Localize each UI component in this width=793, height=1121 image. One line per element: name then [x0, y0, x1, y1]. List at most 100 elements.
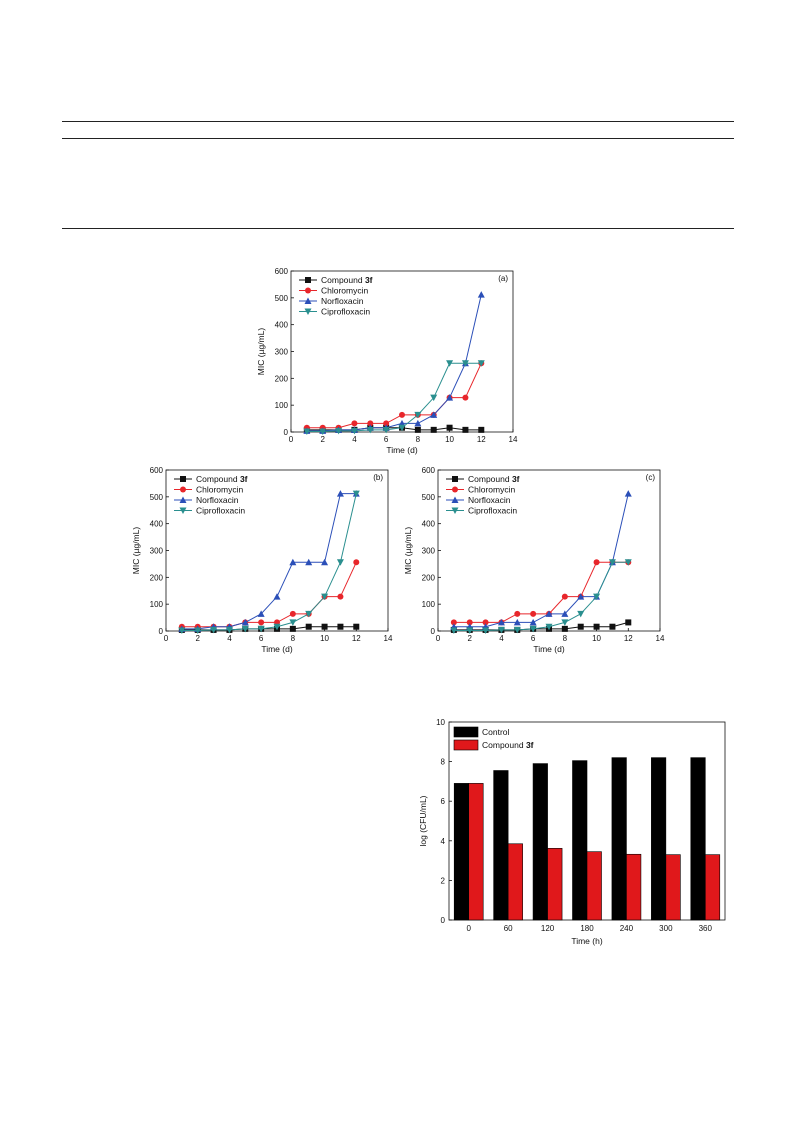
data-point	[353, 559, 360, 566]
x-axis-label: Time (d)	[261, 644, 292, 654]
legend-swatch	[453, 726, 479, 738]
data-point	[545, 623, 553, 631]
bar	[532, 763, 548, 921]
cfu-bar-chart: 0 2 4 6 8 10 0 60 120 180 240 300 360 Time (h) log (CF…	[418, 718, 726, 946]
legend-marker	[180, 486, 186, 493]
data-point	[194, 627, 202, 634]
data-point	[497, 618, 505, 626]
y-tick-label: 100	[150, 600, 164, 609]
legend-label: Control	[482, 727, 510, 737]
legend-label: Ciprofloxacin	[468, 506, 517, 516]
y-axis-label: MIC (µg/mL)	[131, 527, 141, 575]
x-tick-label: 0	[436, 634, 441, 643]
legend-swatch	[453, 739, 479, 751]
data-point	[529, 625, 537, 633]
series-ciprofloxacin	[178, 490, 360, 634]
data-point	[335, 427, 343, 435]
data-point	[225, 626, 233, 634]
data-point	[257, 625, 265, 633]
data-point	[414, 419, 422, 427]
data-point	[336, 490, 344, 497]
data-point	[478, 426, 485, 433]
data-point	[289, 619, 297, 626]
legend-label: Norfloxacin	[468, 495, 511, 505]
data-point	[482, 619, 489, 626]
data-point	[399, 411, 405, 418]
y-tick-label: 600	[150, 466, 164, 475]
x-tick-label: 2	[195, 634, 200, 643]
series-line	[306, 363, 482, 429]
legend-label: Compound 3f	[321, 275, 373, 285]
data-point	[366, 426, 374, 434]
x-tick-label: 6	[531, 634, 536, 643]
data-point	[305, 610, 313, 618]
mic-chart-a: 0 2 4 6 8 10 12 14 0 100 200 300 400 500 600 Time (d) MI…	[256, 267, 518, 455]
y-tick-label: 600	[275, 267, 289, 276]
bar	[626, 853, 642, 921]
y-tick-label: 200	[422, 573, 436, 582]
legend-marker	[304, 297, 312, 304]
data-point	[289, 610, 296, 617]
y-tick-label: 2	[441, 876, 446, 885]
series-chloromycin	[450, 559, 632, 626]
legend-label: Chloromycin	[196, 485, 244, 495]
y-tick-label: 300	[422, 547, 436, 556]
data-point	[624, 490, 632, 497]
series-compound_3f	[178, 623, 360, 633]
data-point	[241, 618, 249, 626]
data-point	[477, 360, 485, 367]
bar	[572, 760, 588, 921]
data-point	[624, 559, 632, 566]
x-tick-label: 2	[320, 435, 325, 444]
x-tick-label: 360	[699, 924, 713, 933]
data-point	[178, 627, 186, 634]
y-tick-label: 200	[150, 573, 164, 582]
x-tick-label: 14	[384, 634, 393, 643]
series-line	[453, 561, 629, 631]
series-line	[306, 362, 482, 432]
data-point	[446, 424, 453, 431]
data-point	[608, 559, 616, 566]
data-point	[258, 619, 265, 626]
data-point	[593, 623, 600, 630]
data-point	[513, 618, 521, 626]
data-point	[257, 610, 265, 617]
data-point	[497, 626, 505, 634]
x-tick-label: 8	[416, 435, 421, 444]
series-line	[181, 562, 357, 628]
data-point	[450, 619, 457, 626]
y-tick-label: 4	[441, 837, 446, 846]
x-axis-label: Time (d)	[386, 445, 417, 455]
data-point	[273, 623, 281, 631]
x-tick-label: 8	[291, 634, 296, 643]
y-tick-label: 400	[422, 520, 436, 529]
y-tick-label: 500	[422, 493, 436, 502]
series-chloromycin	[178, 559, 360, 630]
x-tick-label: 10	[592, 634, 601, 643]
data-point	[321, 623, 328, 630]
data-point	[477, 291, 485, 298]
series-line	[181, 493, 357, 631]
y-tick-label: 100	[275, 401, 289, 410]
x-tick-label: 4	[227, 634, 232, 643]
data-point	[466, 619, 473, 626]
data-point	[529, 618, 537, 626]
y-axis-label: MIC (µg/mL)	[403, 527, 413, 575]
x-tick-label: 0	[164, 634, 169, 643]
data-point	[514, 610, 521, 617]
data-point	[382, 426, 390, 434]
data-point	[430, 426, 437, 433]
x-tick-label: 6	[259, 634, 264, 643]
x-axis-label: Time (h)	[571, 936, 602, 946]
data-point	[446, 394, 454, 401]
bar	[651, 757, 667, 921]
legend-label: Compound 3f	[482, 740, 534, 750]
data-point	[414, 411, 422, 419]
data-point	[383, 420, 390, 427]
panel-label: (c)	[646, 473, 656, 482]
legend-label: Norfloxacin	[321, 296, 364, 306]
series-line	[306, 294, 482, 432]
data-point	[561, 593, 568, 600]
x-tick-label: 14	[656, 634, 665, 643]
table-header-rule	[62, 138, 734, 139]
